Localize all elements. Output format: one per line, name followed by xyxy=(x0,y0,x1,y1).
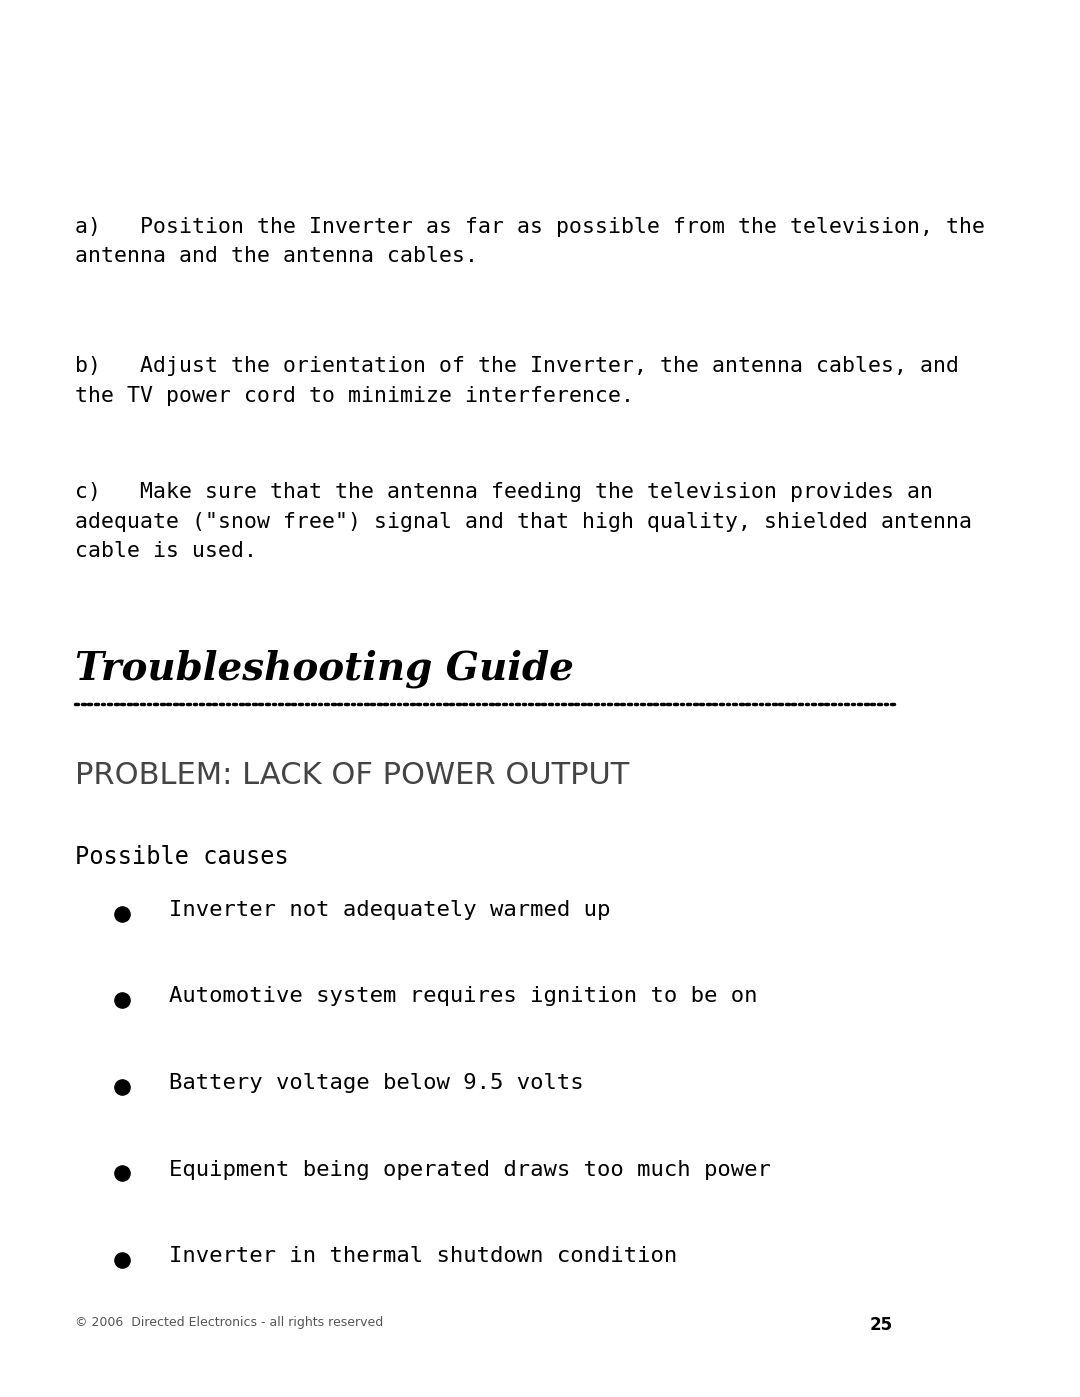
Point xyxy=(113,1076,131,1098)
Text: c)   Make sure that the antenna feeding the television provides an
adequate ("sn: c) Make sure that the antenna feeding th… xyxy=(76,482,972,562)
Text: Troubleshooting Guide: Troubleshooting Guide xyxy=(76,650,575,689)
Text: © 2006  Directed Electronics - all rights reserved: © 2006 Directed Electronics - all rights… xyxy=(76,1316,383,1329)
Text: a)   Position the Inverter as far as possible from the television, the
antenna a: a) Position the Inverter as far as possi… xyxy=(76,217,985,267)
Text: b)   Adjust the orientation of the Inverter, the antenna cables, and
the TV powe: b) Adjust the orientation of the Inverte… xyxy=(76,356,959,407)
Text: Automotive system requires ignition to be on: Automotive system requires ignition to b… xyxy=(170,986,758,1006)
Text: Equipment being operated draws too much power: Equipment being operated draws too much … xyxy=(170,1160,771,1179)
Text: Inverter in thermal shutdown condition: Inverter in thermal shutdown condition xyxy=(170,1246,677,1266)
Text: Inverter not adequately warmed up: Inverter not adequately warmed up xyxy=(170,900,610,919)
Text: Battery voltage below 9.5 volts: Battery voltage below 9.5 volts xyxy=(170,1073,584,1092)
Text: PROBLEM: LACK OF POWER OUTPUT: PROBLEM: LACK OF POWER OUTPUT xyxy=(76,761,630,791)
Text: 25: 25 xyxy=(869,1316,893,1334)
Text: Possible causes: Possible causes xyxy=(76,845,289,869)
Point xyxy=(113,1162,131,1185)
Point xyxy=(113,902,131,925)
Point xyxy=(113,1249,131,1271)
Point xyxy=(113,989,131,1011)
